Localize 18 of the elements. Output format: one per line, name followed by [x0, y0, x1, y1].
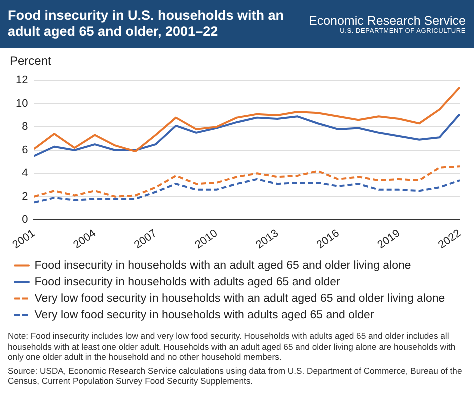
legend-label: Food insecurity in households with an adult aged 65 and older living alone: [34, 260, 412, 272]
line-series: [34, 178, 460, 204]
source-note: Source: USDA, Economic Research Service calculations using data from U.S. Department of Commerce, Bureau of the Census, Current Population Survey Food Security Supplements.: [8, 366, 464, 386]
text: Note: Food insecurity includes low and very low food security. Households with adults aged 65 and older includes all households with at least one older adult. Households with an adult aged 65 and older living alone are households with only one older adult in the household and no other household members.: [8, 331, 457, 362]
legend-label: Food insecurity in households with adults aged 65 and older: [34, 276, 341, 288]
y-tick-label: 4: [22, 168, 28, 180]
chart-title: Food insecurity in U.S. households with an adult aged 65 and older, 2001–22: [8, 8, 286, 40]
y-tick-label: 12: [16, 74, 28, 87]
legend-label: Very low food security in households with an adult aged 65 and older living alone: [34, 292, 446, 305]
legend-label: Very low food security in households with adults aged 65 and older: [34, 309, 374, 322]
y-tick-label: 2: [22, 190, 28, 203]
y-tick-label: 10: [16, 98, 28, 110]
y-axis-title: Percent: [10, 54, 52, 68]
y-tick-label: 0: [22, 214, 28, 226]
y-tick-label: 8: [22, 121, 28, 134]
text: Economic Research Service: [308, 14, 466, 28]
y-tick-label: 6: [22, 144, 28, 156]
line-series: [34, 166, 460, 198]
